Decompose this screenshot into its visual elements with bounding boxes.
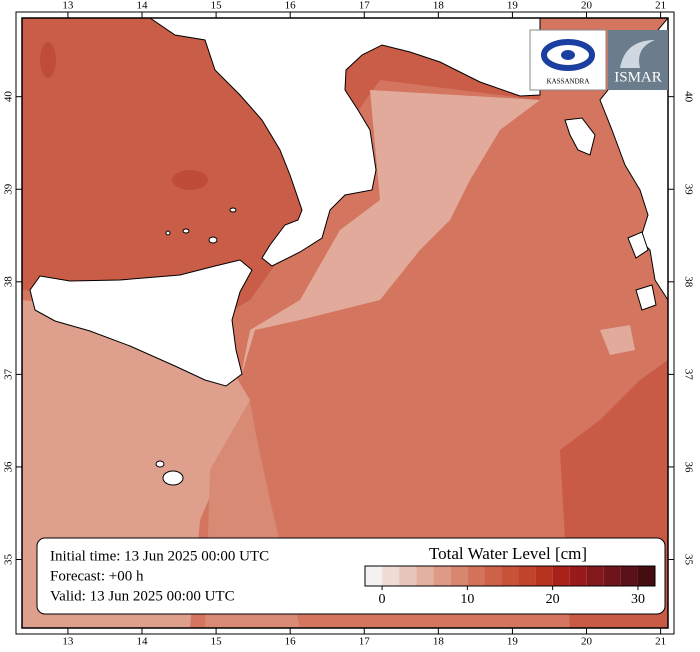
logo-label: ISMAR	[614, 69, 662, 85]
lon-label: 19	[507, 636, 519, 648]
lon-label: 21	[655, 636, 666, 648]
island	[635, 284, 657, 311]
info-text: Forecast: +00 h	[50, 568, 144, 584]
lon-label: 16	[285, 0, 297, 12]
logo-icon	[541, 39, 595, 71]
lat-label: 39	[3, 183, 15, 195]
colorbar-swatch	[416, 566, 434, 586]
island	[182, 228, 190, 234]
sea-region	[600, 325, 635, 355]
lat-label: 35	[682, 554, 694, 566]
map-frame	[21, 17, 669, 629]
colorbar-swatch	[569, 566, 587, 586]
lon-label: 19	[507, 0, 519, 12]
colorbar-tick-label: 0	[379, 592, 386, 607]
lat-label: 36	[3, 461, 15, 473]
colorbar-title: Total Water Level [cm]	[429, 544, 587, 563]
colorbar-swatch	[535, 566, 553, 586]
lat-label: 40	[3, 91, 15, 103]
colorbar-swatch	[501, 566, 519, 586]
lon-label: 17	[359, 0, 371, 12]
colorbar-swatch	[382, 566, 400, 586]
land	[29, 18, 668, 486]
logo-icon	[561, 50, 575, 60]
lat-label: 40	[682, 91, 694, 103]
lon-label: 15	[211, 0, 223, 12]
colorbar-frame	[364, 565, 656, 587]
lon-label: 16	[285, 636, 297, 648]
island	[208, 236, 218, 244]
colorbar-tick-label: 20	[546, 592, 560, 607]
colorbar-swatch	[552, 566, 570, 586]
lon-label: 18	[433, 0, 445, 12]
lat-label: 39	[682, 184, 694, 196]
island	[162, 470, 184, 486]
map-area	[22, 18, 668, 628]
ticks: 13 13 14 14 15 15 16 16 17 17 18 18 19 19 20 20 21 21 35 35…	[3, 0, 695, 648]
colorbar-tick-label: 10	[460, 592, 474, 607]
colorbar-swatch	[637, 566, 655, 586]
sea-region	[40, 42, 56, 78]
logo-icon	[620, 40, 655, 68]
lon-label: 15	[211, 636, 223, 648]
colorbar-swatch	[450, 566, 468, 586]
island	[564, 117, 596, 156]
lon-label: 21	[655, 0, 666, 12]
island	[165, 230, 171, 236]
island	[155, 460, 165, 468]
sea-region	[240, 90, 540, 380]
info-text: Initial time: 13 Jun 2025 00:00 UTC	[50, 548, 269, 564]
colorbar-swatch	[467, 566, 485, 586]
sea-region	[172, 170, 208, 190]
colorbar-swatch	[620, 566, 638, 586]
lon-label: 13	[62, 0, 74, 12]
colorbar: 0 10 20 30	[364, 565, 656, 607]
lon-label: 17	[359, 636, 371, 648]
lon-label: 14	[137, 0, 149, 12]
lat-label: 35	[3, 554, 15, 566]
lon-label: 14	[137, 636, 149, 648]
lon-label: 20	[581, 0, 593, 12]
lat-label: 38	[3, 276, 15, 288]
island	[627, 231, 649, 259]
lat-label: 38	[682, 276, 694, 288]
island	[229, 207, 237, 213]
lat-label: 37	[3, 368, 15, 380]
colorbar-swatch	[586, 566, 604, 586]
italy	[149, 18, 541, 267]
colorbar-swatch	[433, 566, 451, 586]
lat-label: 37	[682, 369, 694, 381]
lon-label: 13	[62, 636, 74, 648]
colorbar-swatch	[518, 566, 536, 586]
lat-label: 36	[682, 461, 694, 473]
logo-label: KASSANDRA	[547, 78, 590, 86]
colorbar-swatch	[365, 566, 383, 586]
info-box	[36, 537, 666, 615]
sicily	[29, 259, 253, 387]
colorbar-swatch	[603, 566, 621, 586]
colorbar-swatch	[484, 566, 502, 586]
sea-region	[22, 18, 540, 330]
lon-label: 20	[581, 636, 593, 648]
colorbar-tick-label: 30	[631, 592, 645, 607]
lon-label: 18	[433, 636, 445, 648]
outer-frame	[15, 11, 675, 635]
info-text: Valid: 13 Jun 2025 00:00 UTC	[50, 588, 235, 604]
colorbar-swatch	[399, 566, 417, 586]
